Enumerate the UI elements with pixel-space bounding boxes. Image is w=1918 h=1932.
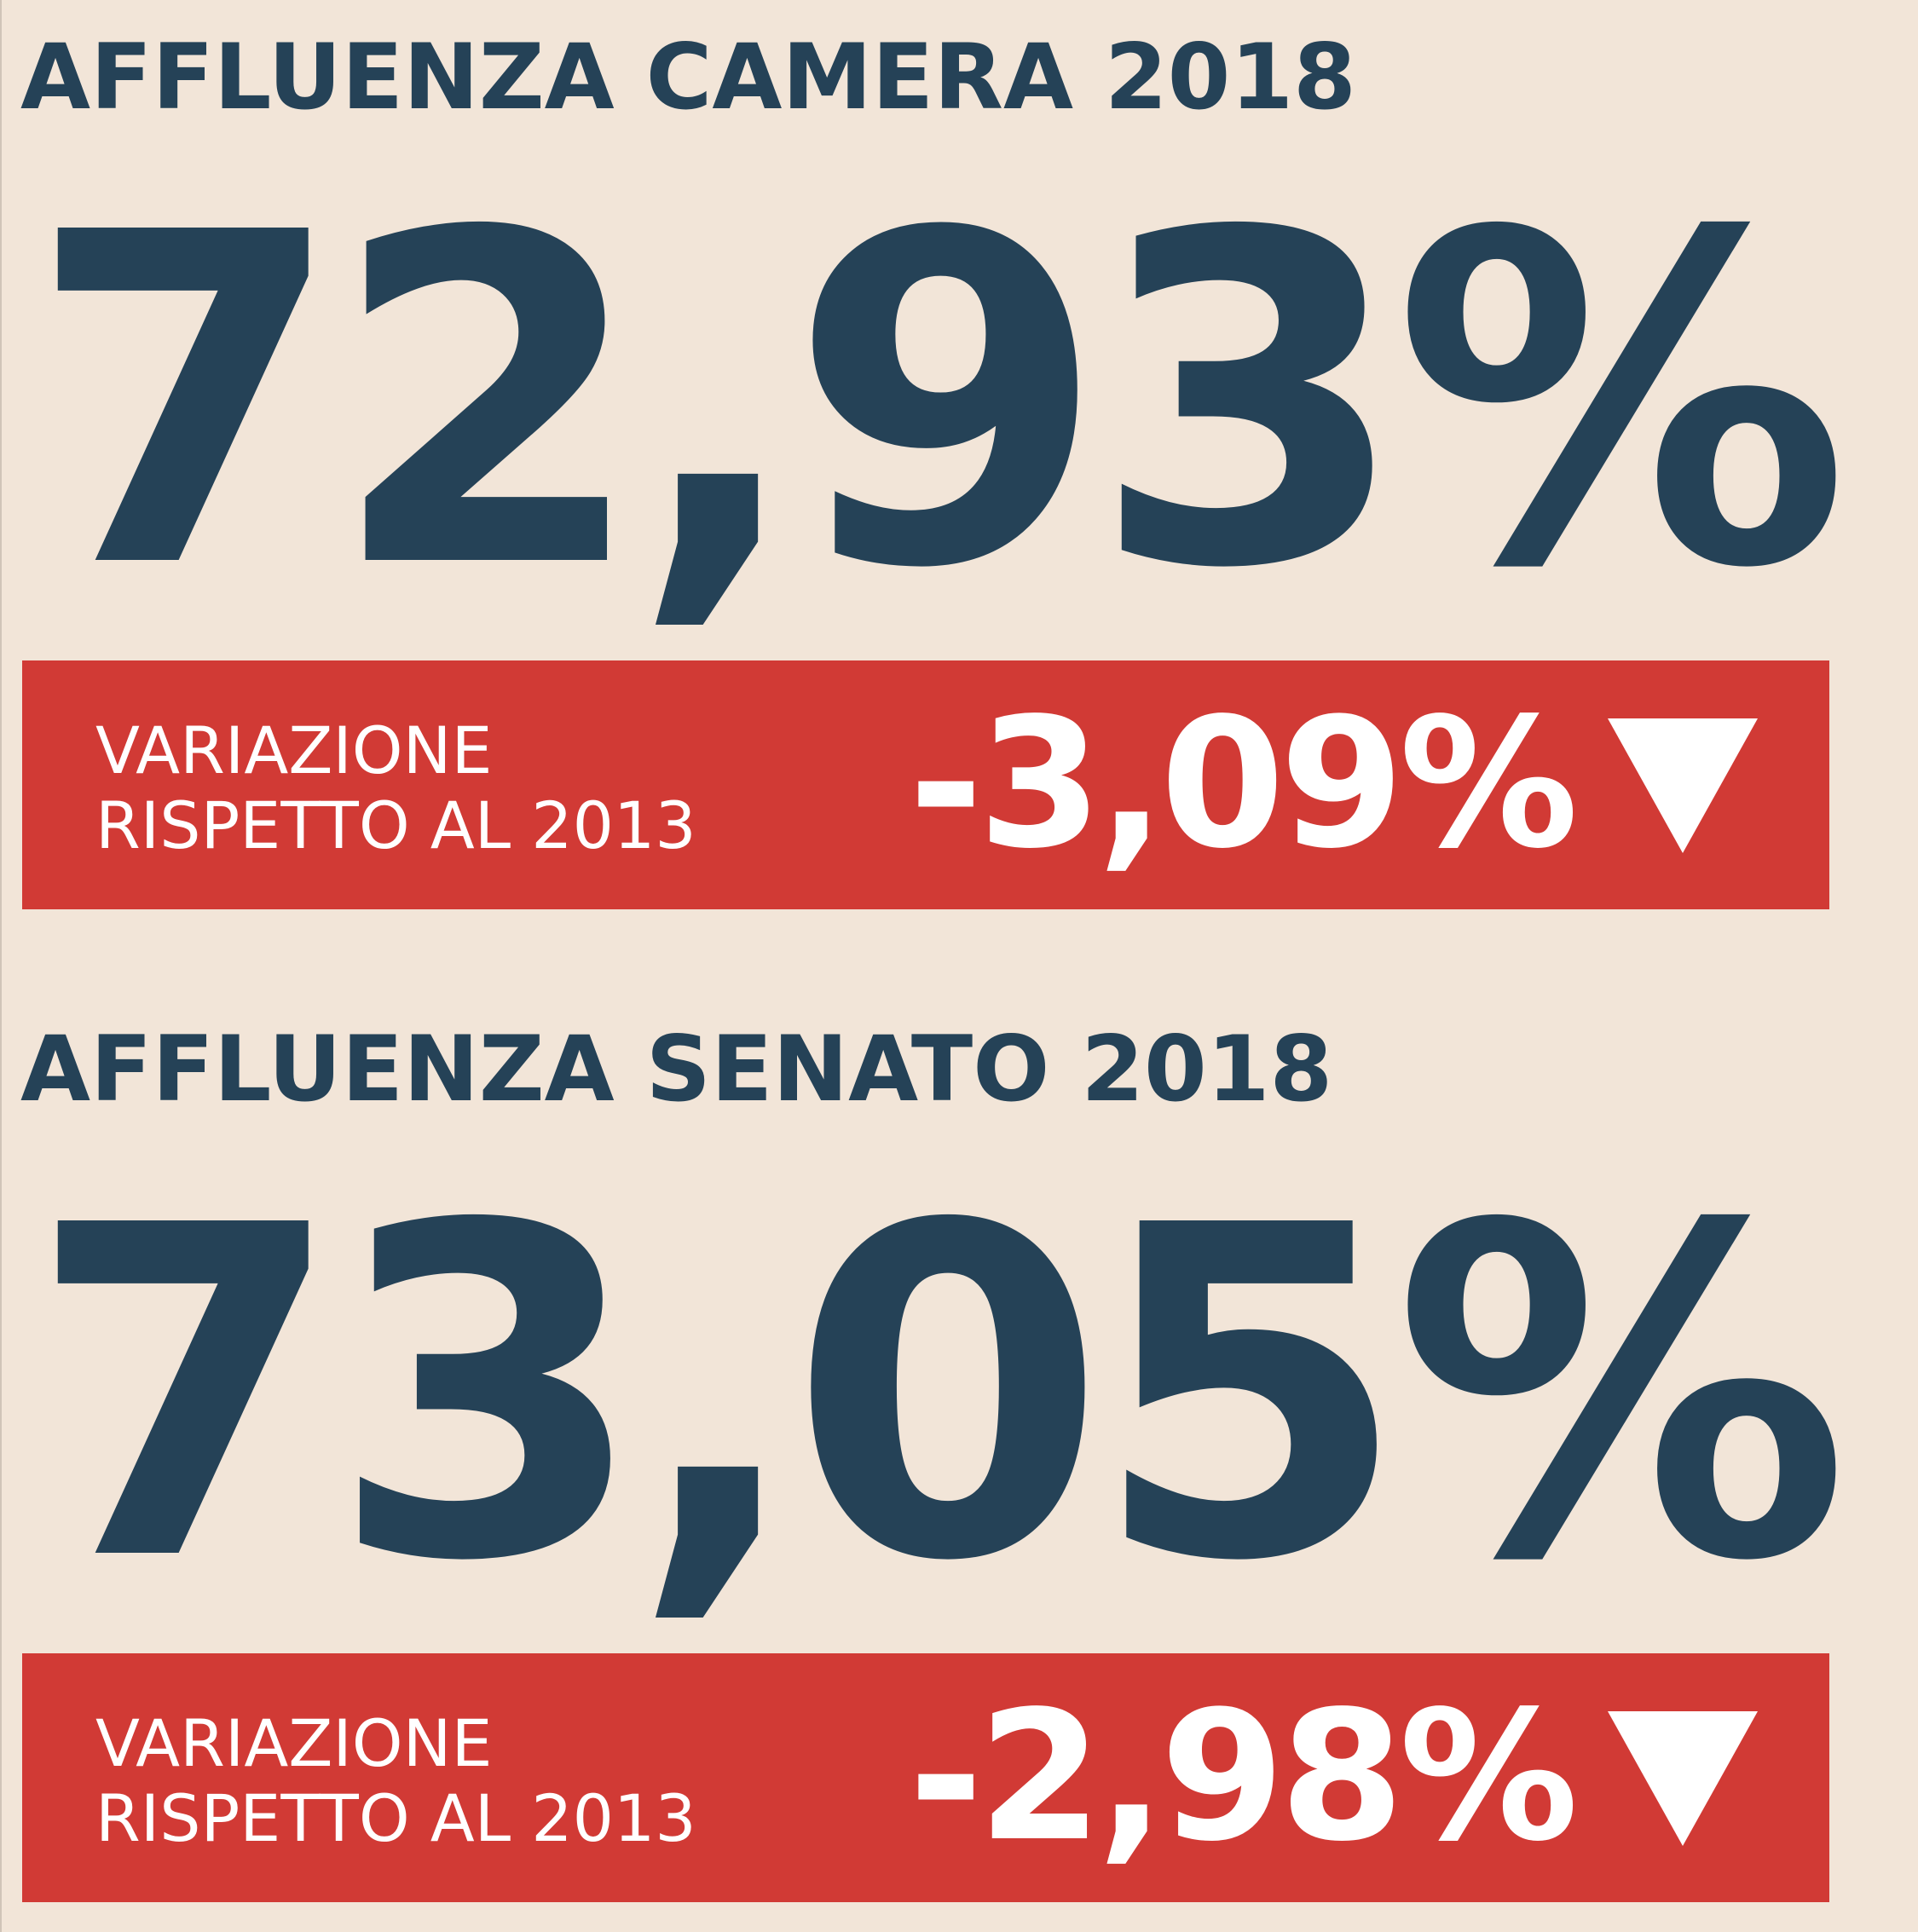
senato-turnout-value: 73,05% (27, 1130, 1850, 1661)
camera-change-label-line1: VARIAZIONE (95, 712, 493, 788)
senato-change-band: VARIAZIONE RISPETTO AL 2013 -2,98% (22, 1653, 1829, 1902)
triangle-down-icon (1608, 1711, 1758, 1846)
camera-title: AFFLUENZA CAMERA 2018 (20, 25, 1356, 130)
senato-title: AFFLUENZA SENATO 2018 (20, 1017, 1333, 1122)
camera-change-label: VARIAZIONE RISPETTO AL 2013 (95, 713, 696, 863)
camera-change-band: VARIAZIONE RISPETTO AL 2013 -3,09% (22, 660, 1829, 909)
camera-change-value: -3,09% (909, 679, 1579, 888)
senato-change-value: -2,98% (909, 1672, 1579, 1881)
triangle-down-icon (1608, 718, 1758, 853)
senato-change-label: VARIAZIONE RISPETTO AL 2013 (95, 1706, 696, 1856)
camera-change-label-line2: RISPETTO AL 2013 (95, 787, 696, 863)
senato-change-label-line1: VARIAZIONE (95, 1705, 493, 1781)
senato-change-label-line2: RISPETTO AL 2013 (95, 1780, 696, 1856)
camera-turnout-value: 72,93% (27, 137, 1850, 668)
